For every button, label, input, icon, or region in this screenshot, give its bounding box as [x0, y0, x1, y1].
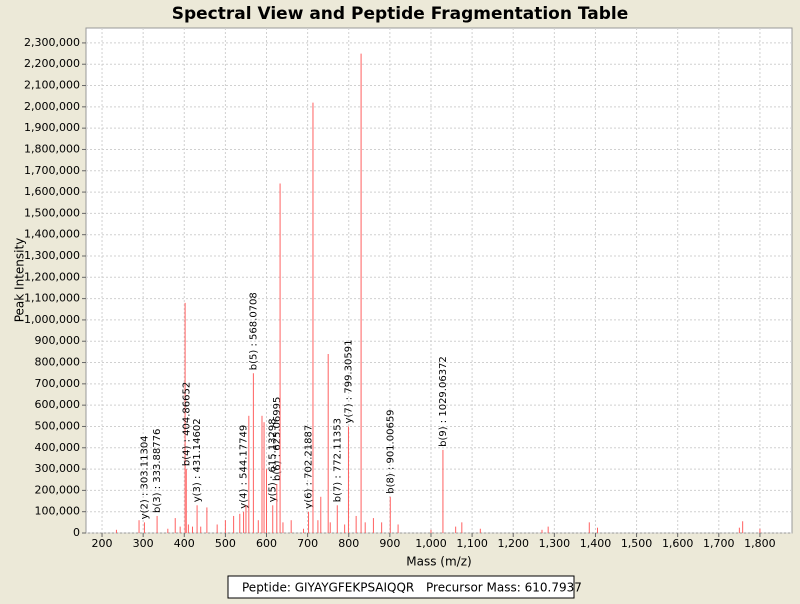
- peak-label: y(4) : 544.17749: [239, 425, 250, 509]
- plot-area: [85, 27, 793, 534]
- x-tick-label: 700: [297, 537, 318, 550]
- y-tick-label: 1,600,000: [24, 185, 80, 198]
- peptide: Peptide: GIYAYGFEKPSAIQQR: [242, 581, 414, 595]
- y-tick-label: 800,000: [35, 356, 81, 369]
- y-tick-label: 1,700,000: [24, 164, 80, 177]
- y-tick-label: 400,000: [35, 441, 81, 454]
- x-tick-label: 900: [379, 537, 400, 550]
- y-tick-label: 1,800,000: [24, 142, 80, 155]
- y-tick-label: 2,000,000: [24, 100, 80, 113]
- x-tick-label: 1,500: [621, 537, 653, 550]
- footer-box: [227, 575, 575, 599]
- y-tick-label: 1,000,000: [24, 313, 80, 326]
- x-axis-title: Mass (m/z): [406, 555, 471, 569]
- y-tick-label: 1,100,000: [24, 292, 80, 305]
- peak-label: y(2) : 303.11304: [139, 435, 150, 519]
- x-tick-label: 1,300: [539, 537, 571, 550]
- x-tick-label: 800: [338, 537, 359, 550]
- precursor-mass: Precursor Mass: 610.7937: [426, 581, 582, 595]
- y-tick-label: 500,000: [35, 419, 81, 432]
- y-tick-label: 1,200,000: [24, 270, 80, 283]
- x-tick-label: 1,400: [580, 537, 612, 550]
- y-tick-label: 1,400,000: [24, 228, 80, 241]
- x-tick-label: 1,000: [415, 537, 447, 550]
- peak-label: y(5) : 615.13298: [268, 418, 279, 502]
- x-tick-label: 400: [174, 537, 195, 550]
- y-tick-label: 2,300,000: [24, 36, 80, 49]
- x-tick-label: 1,600: [662, 537, 694, 550]
- y-tick-label: 0: [73, 526, 80, 539]
- y-tick-label: 1,300,000: [24, 249, 80, 262]
- x-tick-label: 1,200: [497, 537, 529, 550]
- peak-label: b(7) : 772.11353: [332, 418, 343, 502]
- y-tick-label: 600,000: [35, 398, 81, 411]
- y-tick-label: 2,200,000: [24, 57, 80, 70]
- x-tick-label: 1,700: [703, 537, 735, 550]
- peak-label: b(6) : 625.06995: [272, 397, 283, 481]
- y-axis-title: Peak Intensity: [13, 238, 27, 323]
- x-tick-label: 1,800: [744, 537, 776, 550]
- peak-label: b(9) : 1029.06372: [438, 356, 449, 447]
- peak-label: b(8) : 901.00659: [385, 409, 396, 493]
- y-tick-label: 200,000: [35, 483, 81, 496]
- peak-label: y(3) : 431.14602: [192, 418, 203, 502]
- y-tick-label: 2,100,000: [24, 79, 80, 92]
- x-tick-label: 500: [215, 537, 236, 550]
- peak-label: b(3) : 333.88776: [152, 429, 163, 513]
- peak-label: b(5) : 568.0708: [248, 292, 259, 370]
- x-tick-label: 1,100: [456, 537, 488, 550]
- y-tick-label: 100,000: [35, 505, 81, 518]
- x-tick-label: 300: [133, 537, 154, 550]
- peak-label: y(7) : 799.30591: [343, 340, 354, 424]
- y-tick-label: 700,000: [35, 377, 81, 390]
- y-tick-label: 900,000: [35, 334, 81, 347]
- peak-label: y(6) : 702.21887: [304, 425, 315, 509]
- y-tick-label: 1,500,000: [24, 206, 80, 219]
- y-tick-label: 300,000: [35, 462, 81, 475]
- y-tick-label: 1,900,000: [24, 121, 80, 134]
- x-tick-label: 600: [256, 537, 277, 550]
- chart-title: Spectral View and Peptide Fragmentation …: [172, 4, 629, 24]
- x-tick-label: 200: [92, 537, 113, 550]
- peak-label: b(4) : 404.86652: [181, 382, 192, 466]
